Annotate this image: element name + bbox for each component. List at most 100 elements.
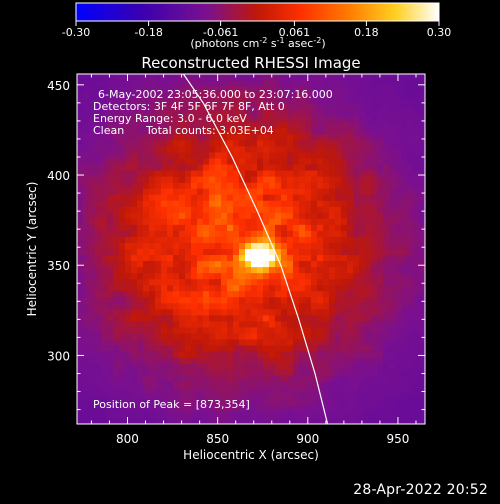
- heatmap-pixel: [203, 405, 210, 413]
- heatmap-pixel: [155, 80, 162, 87]
- heatmap-pixel: [239, 249, 246, 256]
- heatmap-pixel: [197, 122, 204, 129]
- heatmap-pixel: [89, 387, 96, 395]
- heatmap-pixel: [377, 327, 384, 334]
- heatmap-pixel: [101, 315, 108, 322]
- heatmap-pixel: [299, 176, 306, 184]
- heatmap-pixel: [203, 309, 210, 316]
- heatmap-pixel: [149, 279, 156, 286]
- heatmap-pixel: [317, 285, 324, 292]
- heatmap-pixel: [395, 224, 402, 232]
- heatmap-pixel: [233, 218, 240, 226]
- heatmap-pixel: [293, 134, 300, 141]
- heatmap-pixel: [299, 285, 306, 292]
- heatmap-pixel: [317, 242, 324, 250]
- heatmap-pixel: [83, 152, 90, 159]
- heatmap-pixel: [299, 212, 306, 220]
- heatmap-pixel: [191, 249, 198, 256]
- heatmap-pixel: [173, 267, 180, 274]
- heatmap-pixel: [113, 351, 120, 359]
- heatmap-pixel: [113, 399, 120, 407]
- heatmap-pixel: [143, 393, 150, 401]
- heatmap-pixel: [335, 291, 342, 298]
- heatmap-pixel: [215, 110, 222, 117]
- heatmap-pixel: [389, 339, 396, 346]
- heatmap-pixel: [263, 188, 270, 196]
- heatmap-pixel: [413, 357, 420, 365]
- heatmap-pixel: [89, 134, 96, 141]
- heatmap-pixel: [137, 339, 144, 346]
- heatmap-pixel: [173, 80, 180, 87]
- heatmap-pixel: [413, 363, 420, 371]
- heatmap-pixel: [89, 369, 96, 377]
- heatmap-pixel: [155, 297, 162, 304]
- heatmap-pixel: [389, 417, 396, 424]
- heatmap-pixel: [167, 357, 174, 365]
- heatmap-pixel: [125, 261, 132, 268]
- heatmap-pixel: [125, 333, 132, 340]
- heatmap-pixel: [89, 212, 96, 220]
- heatmap-pixel: [395, 164, 402, 171]
- heatmap-pixel: [383, 236, 390, 244]
- heatmap-pixel: [221, 140, 228, 147]
- heatmap-pixel: [263, 249, 270, 256]
- heatmap-pixel: [287, 375, 294, 383]
- heatmap-pixel: [89, 176, 96, 184]
- heatmap-pixel: [101, 164, 108, 171]
- heatmap-pixel: [83, 86, 90, 93]
- heatmap-pixel: [203, 381, 210, 389]
- heatmap-pixel: [239, 369, 246, 377]
- heatmap-pixel: [269, 128, 276, 135]
- heatmap-pixel: [191, 224, 198, 232]
- heatmap-pixel: [113, 255, 120, 262]
- heatmap-pixel: [137, 110, 144, 117]
- heatmap-pixel: [413, 152, 420, 159]
- heatmap-pixel: [161, 417, 168, 424]
- heatmap-pixel: [389, 236, 396, 244]
- heatmap-pixel: [371, 411, 378, 419]
- heatmap-pixel: [191, 321, 198, 328]
- heatmap-pixel: [131, 134, 138, 141]
- heatmap-pixel: [287, 224, 294, 232]
- heatmap-pixel: [287, 303, 294, 310]
- heatmap-pixel: [419, 170, 425, 177]
- heatmap-pixel: [101, 134, 108, 141]
- heatmap-pixel: [317, 80, 324, 87]
- heatmap-pixel: [269, 363, 276, 371]
- heatmap-pixel: [299, 80, 306, 87]
- heatmap-pixel: [407, 236, 414, 244]
- heatmap-pixel: [179, 273, 186, 280]
- heatmap-pixel: [377, 297, 384, 304]
- heatmap-pixel: [311, 146, 318, 153]
- heatmap-pixel: [407, 188, 414, 196]
- heatmap-pixel: [257, 321, 264, 328]
- heatmap-pixel: [215, 134, 222, 141]
- heatmap-pixel: [317, 164, 324, 171]
- heatmap-pixel: [101, 128, 108, 135]
- heatmap-pixel: [383, 327, 390, 334]
- heatmap-pixel: [287, 194, 294, 202]
- heatmap-pixel: [305, 387, 312, 395]
- colorbar-tick-label: -0.061: [203, 26, 238, 39]
- heatmap-pixel: [203, 399, 210, 407]
- heatmap-pixel: [347, 285, 354, 292]
- heatmap-pixel: [191, 74, 198, 81]
- heatmap-pixel: [167, 242, 174, 250]
- heatmap-pixel: [77, 92, 84, 99]
- heatmap-pixel: [287, 164, 294, 171]
- heatmap-pixel: [383, 242, 390, 250]
- heatmap-pixel: [341, 98, 348, 105]
- heatmap-pixel: [281, 297, 288, 304]
- heatmap-pixel: [287, 116, 294, 123]
- heatmap-pixel: [179, 279, 186, 286]
- heatmap-pixel: [401, 339, 408, 346]
- heatmap-pixel: [257, 417, 264, 424]
- heatmap-pixel: [401, 128, 408, 135]
- heatmap-pixel: [179, 176, 186, 184]
- heatmap-pixel: [335, 74, 342, 81]
- heatmap-pixel: [251, 279, 258, 286]
- heatmap-pixel: [155, 164, 162, 171]
- heatmap-pixel: [101, 255, 108, 262]
- heatmap-pixel: [257, 333, 264, 340]
- heatmap-pixel: [377, 291, 384, 298]
